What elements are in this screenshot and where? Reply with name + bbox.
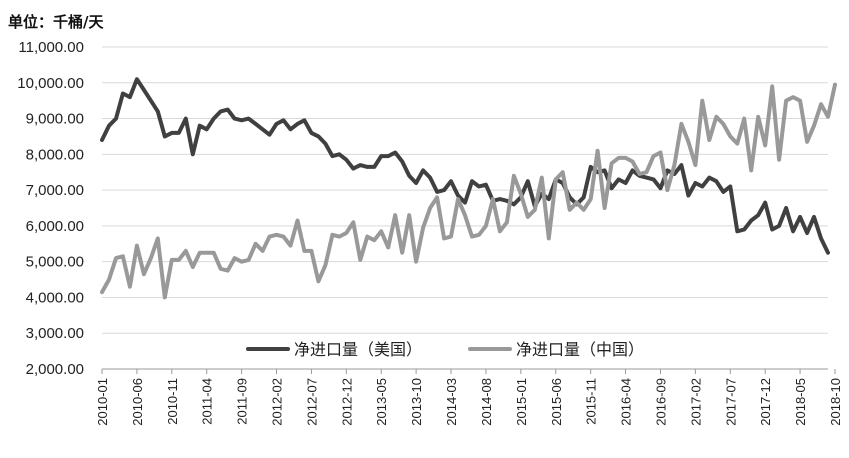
x-tick-label: 2012-12 bbox=[339, 378, 354, 426]
y-axis-tick-labels: 11,000.00 10,000.00 9,000.00 8,000.00 7,000.… bbox=[17, 39, 84, 378]
x-tick-label: 2018-10 bbox=[828, 378, 843, 426]
series-line-us-net-imports bbox=[100, 77, 830, 255]
y-tick-label: 8,000.00 bbox=[26, 146, 84, 163]
x-tick-label: 2014-08 bbox=[479, 378, 494, 426]
x-tick-label: 2017-12 bbox=[758, 378, 773, 426]
x-tick-label: 2015-11 bbox=[584, 378, 599, 425]
y-tick-label: 7,000.00 bbox=[26, 182, 84, 199]
x-tick-label: 2015-06 bbox=[549, 378, 564, 426]
x-tick-label: 2017-02 bbox=[688, 378, 703, 426]
x-tick-label: 2012-02 bbox=[270, 378, 285, 426]
gridlines bbox=[102, 46, 828, 334]
series-lines bbox=[100, 77, 837, 300]
y-tick-label: 4,000.00 bbox=[26, 289, 84, 306]
x-tick-label: 2016-04 bbox=[619, 378, 634, 426]
x-tick-label: 2013-10 bbox=[409, 378, 424, 426]
series-line-china-net-imports bbox=[100, 82, 837, 300]
y-tick-label: 10,000.00 bbox=[17, 75, 84, 92]
legend: 净进口量（美国） 净进口量（中国） bbox=[246, 340, 644, 359]
y-tick-label: 11,000.00 bbox=[18, 39, 84, 56]
x-tick-label: 2017-07 bbox=[723, 378, 738, 426]
x-tick-label: 2015-01 bbox=[514, 378, 529, 426]
x-tick-label: 2012-07 bbox=[304, 378, 319, 426]
x-tick-label: 2010-06 bbox=[130, 378, 145, 426]
x-axis: 2010-01 2010-06 2010-11 2011-04 2011-09 2012-… bbox=[95, 368, 843, 426]
y-tick-label: 3,000.00 bbox=[26, 325, 84, 342]
x-tick-label: 2014-03 bbox=[444, 378, 459, 426]
y-tick-label: 9,000.00 bbox=[26, 111, 84, 128]
x-tick-label: 2010-01 bbox=[95, 378, 110, 426]
x-tick-label: 2013-05 bbox=[374, 378, 389, 426]
x-tick-label: 2011-04 bbox=[200, 378, 215, 425]
x-tick-label: 2011-09 bbox=[235, 378, 250, 425]
unit-label: 单位：千桶/天 bbox=[8, 13, 104, 31]
x-tick-label: 2010-11 bbox=[165, 378, 180, 425]
x-tick-label: 2018-05 bbox=[793, 378, 808, 426]
legend-label-us: 净进口量（美国） bbox=[294, 340, 422, 359]
legend-label-china: 净进口量（中国） bbox=[516, 340, 644, 359]
y-tick-label: 5,000.00 bbox=[26, 254, 84, 271]
y-tick-label: 6,000.00 bbox=[26, 218, 84, 235]
x-tick-label: 2016-09 bbox=[653, 378, 668, 426]
y-tick-label: 2,000.00 bbox=[26, 361, 84, 378]
